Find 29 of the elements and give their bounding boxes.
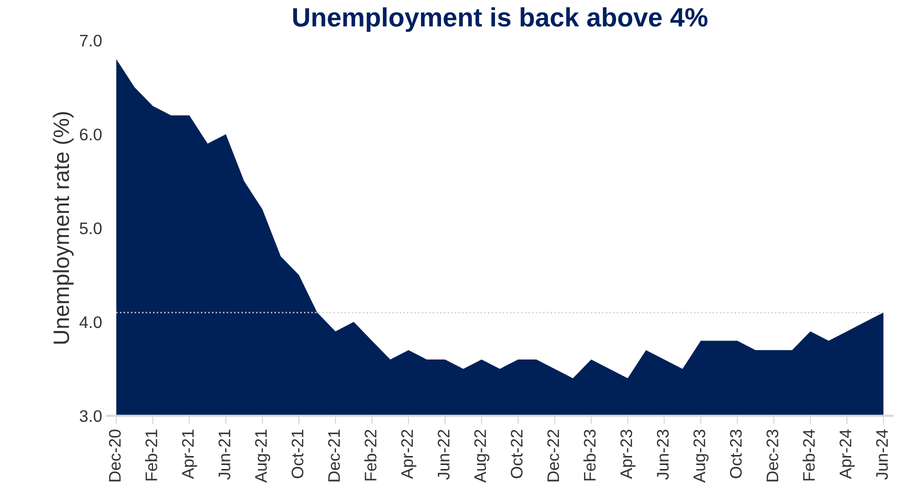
x-tick-label: Dec-20 [108, 430, 121, 482]
y-tick-label: 4.0 [80, 316, 102, 328]
x-tick-label: Jun-21 [218, 430, 230, 480]
y-tick-label: 7.0 [80, 34, 102, 47]
y-axis-title: Unemployment rate (%) [52, 112, 74, 344]
chart-title: Unemployment is back above 4% [293, 7, 708, 32]
x-tick-label: Dec-21 [328, 430, 340, 482]
x-tick-label: Dec-22 [547, 430, 560, 482]
y-tick-label: 6.0 [80, 128, 102, 140]
x-tick-label: Dec-23 [766, 430, 778, 482]
x-tick-label: Jun-22 [438, 430, 450, 480]
x-tick-label: Feb-24 [802, 429, 815, 480]
x-tick-label: Jun-23 [656, 430, 669, 480]
x-tick-label: Oct-22 [510, 430, 523, 478]
x-tick-label: Feb-21 [145, 430, 158, 480]
x-tick-label: Apr-24 [840, 429, 855, 479]
x-tick-label: Aug-21 [255, 430, 270, 483]
x-tick-label: Jun-24 [876, 429, 888, 480]
x-tick-label: Apr-21 [182, 430, 198, 479]
x-tick-label: Oct-23 [730, 430, 742, 478]
x-tick-label: Oct-21 [292, 430, 304, 478]
x-tick-label: Aug-23 [693, 430, 709, 483]
y-tick-label: 5.0 [80, 222, 102, 234]
x-tick-label: Aug-22 [474, 430, 490, 483]
x-tick-label: Feb-22 [364, 430, 376, 480]
x-tick-label: Feb-23 [583, 430, 596, 480]
x-tick-label: Apr-23 [620, 430, 636, 479]
y-tick-label: 3.0 [80, 410, 102, 422]
x-tick-label: Apr-22 [401, 430, 416, 479]
